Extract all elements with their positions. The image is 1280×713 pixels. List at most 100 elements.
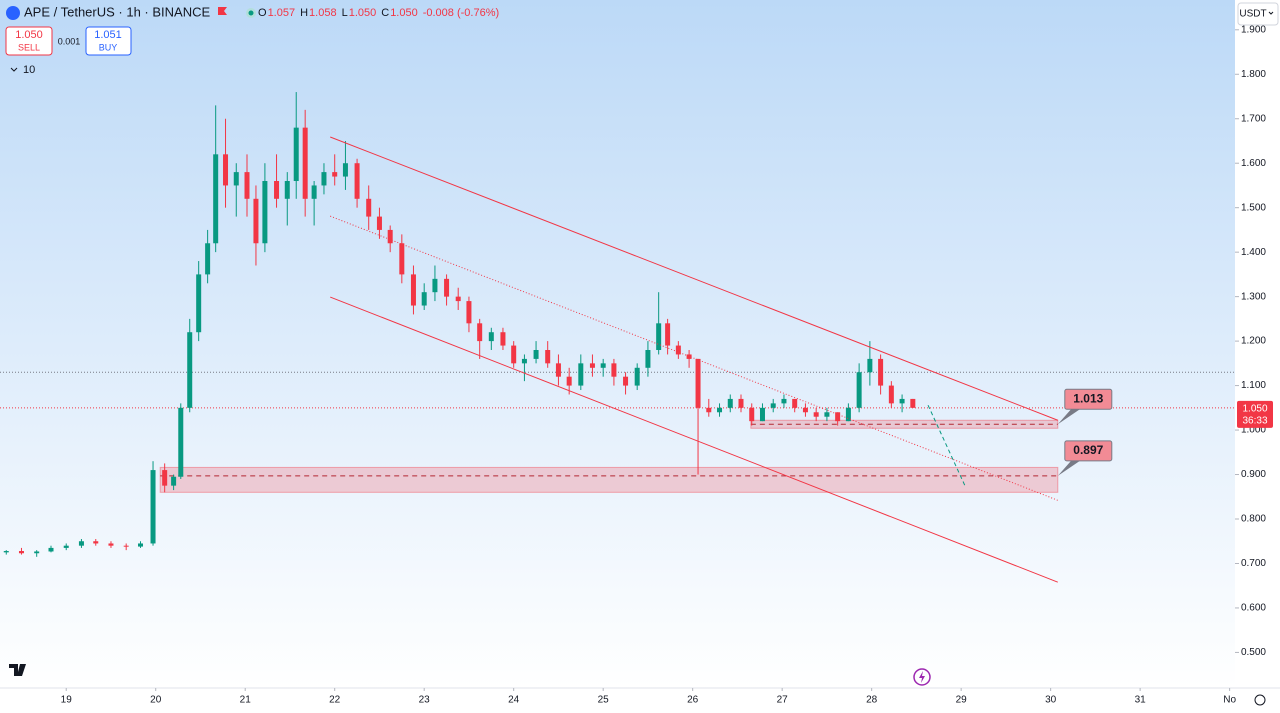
y-tick-label: 1.500 <box>1241 202 1266 213</box>
candle-body <box>444 278 450 297</box>
candle-body <box>332 172 338 177</box>
y-tick-label: 1.200 <box>1241 336 1266 347</box>
currency: USDT <box>1239 9 1266 20</box>
chevron[interactable] <box>10 67 18 72</box>
candle-body <box>293 127 299 182</box>
candle-body <box>717 407 723 413</box>
candle-body <box>63 545 69 548</box>
candle-body <box>533 350 539 359</box>
candle-body <box>253 198 259 244</box>
candle-body <box>205 243 211 275</box>
candle-body <box>813 412 819 417</box>
ohlc-value: 1.058 <box>309 7 337 19</box>
buy-button[interactable] <box>85 26 132 56</box>
candle-body <box>566 376 572 386</box>
y-tick-label: 1.600 <box>1241 158 1266 169</box>
chevron <box>1268 11 1274 15</box>
ohlc-value: 1.050 <box>390 7 418 19</box>
candle-body <box>48 547 54 552</box>
layer <box>330 136 1058 583</box>
candle-body <box>706 407 712 413</box>
x-tick-label: 27 <box>777 695 789 706</box>
candle-body <box>656 323 662 351</box>
y-tick-label: 1.400 <box>1241 247 1266 258</box>
candle-body <box>867 358 873 373</box>
candle-body <box>686 354 692 359</box>
event-icon[interactable] <box>913 668 931 686</box>
change: -0.008 (-0.76%) <box>423 7 499 19</box>
sell-button[interactable] <box>5 26 53 56</box>
trendline <box>330 136 1058 421</box>
settings-icon[interactable] <box>1254 694 1266 706</box>
candle-body <box>410 274 416 306</box>
candle-body <box>274 181 280 199</box>
x-tick-label: 30 <box>1045 695 1057 706</box>
candle-body <box>511 345 517 364</box>
candle-body <box>910 398 916 408</box>
candle-body <box>187 332 193 408</box>
candle-body <box>196 274 202 333</box>
candle-body <box>488 332 494 342</box>
candle-body <box>645 350 651 368</box>
candle-body <box>500 332 506 346</box>
candle-body <box>555 363 561 377</box>
candle-body <box>466 301 472 324</box>
symbol-title[interactable]: APE / TetherUS · 1h · BINANCE <box>24 4 210 19</box>
candle-body <box>802 407 808 413</box>
candle-body <box>178 407 184 477</box>
x-tick-label: 29 <box>956 695 968 706</box>
candle-body <box>878 358 884 386</box>
price-tag-label: 1.050 <box>1242 403 1267 414</box>
buy-label: BUY <box>99 42 118 52</box>
candle-body <box>18 551 24 554</box>
candle-body <box>244 172 250 199</box>
candle-body <box>93 541 99 544</box>
candle-body <box>888 385 894 404</box>
zone <box>159 466 1059 493</box>
y-tick-label: 0.600 <box>1241 603 1266 614</box>
ohlc-legend: O 1.057 H 1.058 L 1.050 C 1.050 -0.008 (-0.76%) <box>258 7 499 19</box>
candle-body <box>366 198 372 217</box>
sell-label: SELL <box>18 42 40 52</box>
candle-body <box>600 363 606 368</box>
x-tick-label: 20 <box>150 695 162 706</box>
candle-body <box>233 172 239 186</box>
currency-button[interactable] <box>1237 2 1279 26</box>
x-tick-label: 19 <box>61 695 73 706</box>
symbol-icon <box>6 6 20 20</box>
ohlc-label: O <box>258 7 267 19</box>
candle-body <box>634 367 640 386</box>
candle-body <box>262 181 268 244</box>
layer <box>0 29 1239 691</box>
flag-icon[interactable] <box>218 7 227 15</box>
candle-body <box>675 345 681 355</box>
candle-body <box>835 412 841 422</box>
candle-body <box>770 403 776 408</box>
x-tick-label: 21 <box>240 695 252 706</box>
y-tick-label: 1.100 <box>1241 380 1266 391</box>
ohlc-label: L <box>342 7 348 19</box>
candle-body <box>727 398 733 408</box>
x-tick-label: 31 <box>1135 695 1147 706</box>
candle-body <box>421 292 427 306</box>
indicator-count[interactable]: 10 <box>23 64 35 76</box>
y-tick-label: 0.800 <box>1241 514 1266 525</box>
candle-body <box>171 476 177 486</box>
layer <box>159 419 1059 493</box>
candle-body <box>432 278 438 293</box>
x-tick-label: 23 <box>419 695 431 706</box>
candle-body <box>138 543 144 547</box>
y-tick-label: 1.800 <box>1241 69 1266 80</box>
candle-body <box>611 363 617 377</box>
countdown: 36:33 <box>1242 415 1267 426</box>
x-tick-label: 22 <box>329 695 341 706</box>
candle-body <box>3 551 9 553</box>
candle-body <box>284 181 290 199</box>
logo[interactable] <box>9 664 26 676</box>
layer <box>3 92 916 557</box>
candle-body <box>695 358 701 408</box>
price-axis-background <box>1235 0 1280 713</box>
candle-body <box>899 398 905 404</box>
